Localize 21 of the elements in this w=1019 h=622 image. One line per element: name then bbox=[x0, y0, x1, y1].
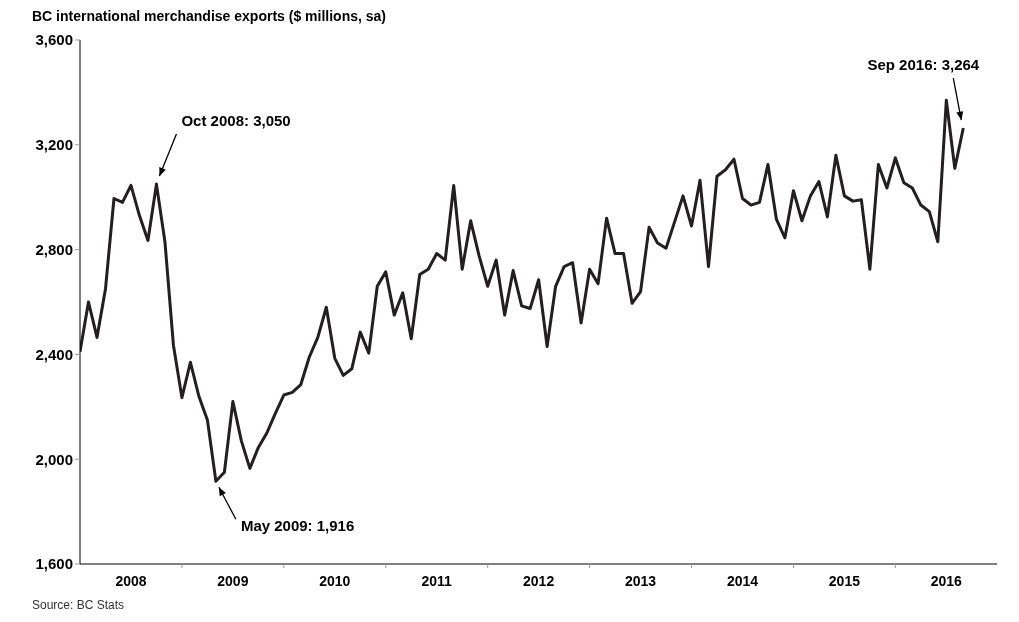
x-tick-label: 2008 bbox=[115, 573, 147, 589]
x-tick-label: 2009 bbox=[217, 573, 249, 589]
annotation: May 2009: 1,916 bbox=[240, 517, 355, 535]
x-tick-label: 2012 bbox=[523, 573, 555, 589]
y-tick-label: 3,200 bbox=[35, 136, 73, 154]
y-tick-label: 2,800 bbox=[35, 240, 73, 258]
y-tick-label: 2,400 bbox=[35, 345, 73, 363]
y-tick-label: 3,600 bbox=[35, 31, 73, 49]
x-tick-label: 2014 bbox=[726, 573, 759, 589]
x-tick-label: 2010 bbox=[319, 573, 351, 589]
x-tick-label: 2016 bbox=[930, 573, 963, 589]
annotation: Oct 2008: 3,050 bbox=[181, 112, 291, 130]
line-series bbox=[80, 98, 965, 483]
chart-title: BC international merchandise exports ($ millions, sa) bbox=[32, 8, 386, 24]
y-tick-label: 2,000 bbox=[35, 450, 73, 468]
source-note: Source: BC Stats bbox=[31, 598, 126, 612]
x-tick-label: 2011 bbox=[421, 573, 453, 589]
x-tick-label: 2013 bbox=[624, 573, 657, 589]
x-tick-label: 2015 bbox=[828, 573, 861, 589]
annotation: Sep 2016: 3,264 bbox=[867, 56, 980, 74]
y-tick-label: 1,600 bbox=[35, 555, 73, 573]
